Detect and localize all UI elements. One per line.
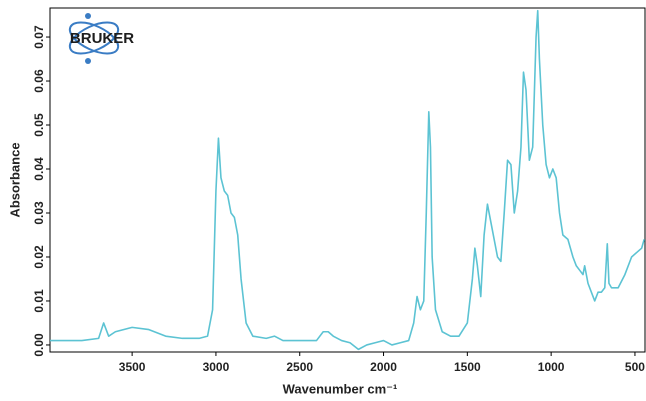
x-axis-title: Wavenumber cm⁻¹ bbox=[283, 381, 398, 396]
spectrum-line bbox=[50, 9, 645, 351]
x-tick-label: 500 bbox=[625, 360, 645, 374]
logo-orbit bbox=[68, 21, 120, 55]
logo: BRUKER bbox=[68, 13, 134, 64]
x-tick-label: 3500 bbox=[119, 360, 146, 374]
x-tick-label: 2000 bbox=[370, 360, 397, 374]
x-tick-label: 3000 bbox=[203, 360, 230, 374]
y-tick-label: 0.01 bbox=[32, 289, 46, 313]
plot-frame bbox=[49, 7, 646, 353]
y-tick-label: 0.03 bbox=[32, 201, 46, 225]
y-axis-title: Absorbance bbox=[7, 142, 22, 217]
y-tick-label: 0.02 bbox=[32, 245, 46, 269]
logo-orbit bbox=[68, 21, 120, 55]
x-tick-label: 2500 bbox=[286, 360, 313, 374]
y-tick-label: 0.04 bbox=[32, 157, 46, 181]
y-tick-label: 0.00 bbox=[32, 333, 46, 357]
logo-dot bbox=[85, 13, 91, 19]
y-tick-label: 0.06 bbox=[32, 69, 46, 93]
x-tick-label: 1500 bbox=[454, 360, 481, 374]
y-tick-label: 0.05 bbox=[32, 113, 46, 137]
logo-dot bbox=[85, 58, 91, 64]
y-tick-label: 0.07 bbox=[32, 25, 46, 49]
x-tick-label: 1000 bbox=[538, 360, 565, 374]
logo-text: BRUKER bbox=[70, 30, 134, 47]
